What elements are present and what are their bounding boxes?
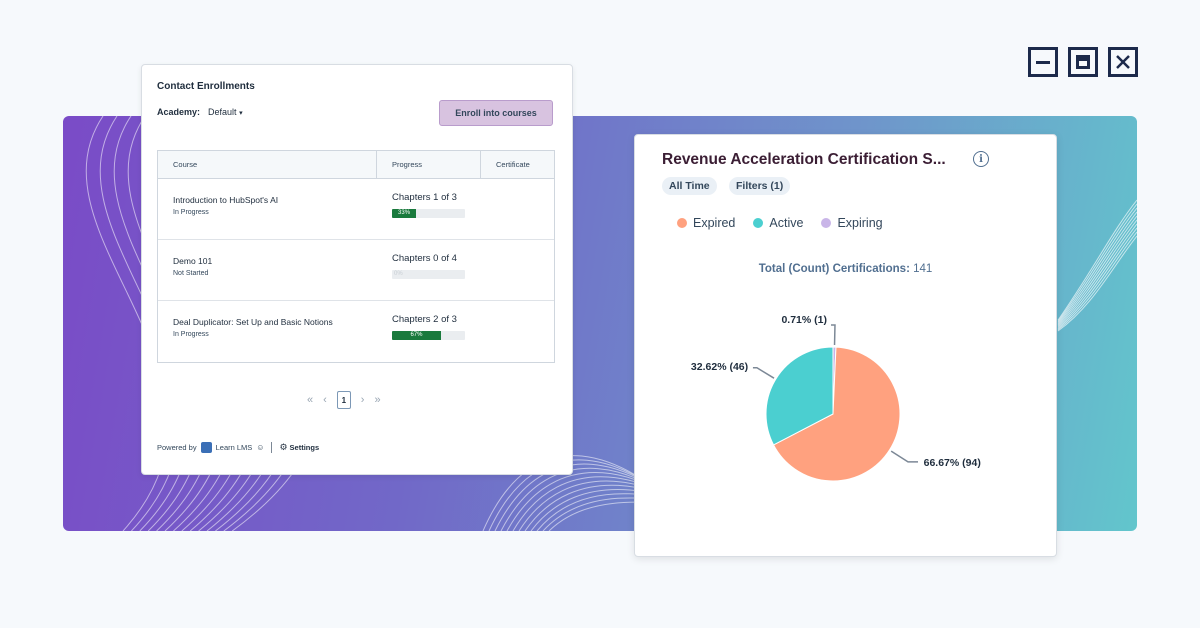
enroll-into-courses-button[interactable]: Enroll into courses: [439, 100, 553, 126]
progress-bar-fill: [392, 209, 417, 218]
course-status: Not Started: [173, 270, 209, 277]
current-page[interactable]: 1: [336, 391, 351, 409]
close-icon[interactable]: [1108, 47, 1138, 77]
wave-line: [1057, 235, 1137, 332]
data-label-expiring: 0.71% (1): [781, 314, 827, 326]
table-row[interactable]: Introduction to HubSpot's AI In Progress C…: [158, 179, 554, 240]
brand-name[interactable]: Learn LMS: [215, 443, 253, 452]
wave-line: [1057, 227, 1137, 329]
column-header-progress: Progress: [377, 151, 481, 178]
pie-slice-active[interactable]: [765, 346, 834, 446]
wave-line: [1057, 211, 1137, 325]
chapter-progress: Chapters 2 of 3: [392, 314, 457, 325]
report-title: Revenue Acceleration Certification S...: [662, 151, 946, 168]
chapter-progress: Chapters 1 of 3: [392, 192, 457, 203]
learn-lms-logo-icon: [200, 442, 212, 453]
column-header-course: Course: [158, 151, 377, 178]
legend-dot-expired: [677, 218, 687, 228]
legend-label: Expired: [693, 216, 736, 230]
total-label: Total (Count) Certifications:: [758, 263, 910, 275]
legend-dot-expiring: [821, 218, 832, 228]
course-name[interactable]: Introduction to HubSpot's AI: [173, 195, 279, 205]
legend-dot-active: [753, 218, 764, 228]
settings-link[interactable]: ⚙ Settings: [279, 442, 319, 453]
chart-legend: Expired Active Expiring: [677, 216, 883, 230]
leader-line-expired: [890, 450, 919, 463]
smile-icon: ☺: [256, 443, 265, 452]
pie-chart: 66.67% (94) 32.62% (46) 0.71% (1): [691, 314, 981, 482]
wave-line: [1057, 219, 1137, 327]
wave-line: [1057, 207, 1137, 323]
next-page-icon[interactable]: ›: [360, 394, 365, 406]
info-icon[interactable]: i: [973, 151, 989, 167]
legend-label: Active: [769, 216, 804, 230]
academy-dropdown[interactable]: Default ▾: [208, 107, 243, 117]
course-name[interactable]: Demo 101: [173, 256, 213, 266]
wave-line: [1057, 215, 1137, 326]
wave-line: [1057, 203, 1137, 322]
progress-bar: 0%: [392, 270, 465, 279]
academy-label: Academy:: [157, 107, 201, 117]
pie-slice-expired[interactable]: [772, 346, 901, 482]
table-header: Course Progress Certificate: [158, 151, 554, 179]
leader-line-expiring: [830, 324, 836, 346]
column-header-certificate: Certificate: [496, 160, 530, 169]
minimize-icon[interactable]: [1028, 47, 1058, 77]
wave-line: [1057, 231, 1137, 331]
course-name[interactable]: Deal Duplicator: Set Up and Basic Notion…: [173, 317, 333, 327]
wave-line: [1057, 223, 1137, 328]
progress-percent: 67%: [410, 332, 423, 338]
chapter-progress: Chapters 0 of 4: [392, 253, 457, 264]
window-controls: [1028, 47, 1138, 77]
legend-item-expiring[interactable]: Expiring: [821, 216, 883, 230]
data-label-expired: 66.67% (94): [924, 457, 981, 469]
course-status: In Progress: [173, 331, 209, 338]
prev-page-icon[interactable]: ‹: [323, 394, 327, 406]
progress-bar-fill: [392, 331, 441, 340]
data-label-active: 32.62% (46): [691, 361, 748, 373]
wave-line: [1057, 199, 1137, 321]
maximize-icon[interactable]: [1068, 47, 1098, 77]
table-row[interactable]: Deal Duplicator: Set Up and Basic Notion…: [158, 301, 554, 362]
progress-bar: 67%: [392, 331, 465, 340]
legend-item-expired[interactable]: Expired: [677, 216, 735, 230]
filter-chip-all-time[interactable]: All Time: [662, 177, 717, 195]
filter-chip-filters[interactable]: Filters (1): [729, 177, 791, 195]
last-page-icon[interactable]: »: [374, 394, 381, 406]
progress-percent: 0%: [394, 271, 403, 277]
pagination: « ‹ 1 › »: [307, 391, 381, 409]
powered-by-footer: Powered by Learn LMS ☺ ⚙ Settings: [157, 442, 319, 453]
enrollments-table: Course Progress Certificate Introduction…: [157, 150, 555, 363]
leader-line-active: [752, 367, 775, 379]
academy-value: Default: [208, 107, 237, 117]
powered-by-text: Powered by: [157, 443, 197, 452]
settings-label: Settings: [289, 443, 320, 452]
card-title: Contact Enrollments: [157, 81, 255, 92]
academy-selector: Academy: Default ▾: [157, 107, 243, 117]
caret-down-icon: ▾: [239, 110, 243, 117]
divider: [271, 442, 273, 453]
gear-icon: ⚙: [279, 442, 288, 452]
first-page-icon[interactable]: «: [307, 394, 314, 406]
legend-item-active[interactable]: Active: [753, 216, 803, 230]
total-value: 141: [913, 263, 933, 275]
progress-percent: 33%: [398, 210, 411, 216]
total-certifications: Total (Count) Certifications: 141: [635, 263, 1056, 275]
table-row[interactable]: Demo 101 Not Started Chapters 0 of 4 0%: [158, 240, 554, 301]
contact-enrollments-card: Contact Enrollments Academy: Default ▾ E…: [141, 64, 573, 475]
progress-bar: 33%: [392, 209, 465, 218]
legend-label: Expiring: [837, 216, 883, 230]
course-status: In Progress: [173, 209, 209, 216]
certification-report-card: Revenue Acceleration Certification S... …: [634, 134, 1057, 557]
